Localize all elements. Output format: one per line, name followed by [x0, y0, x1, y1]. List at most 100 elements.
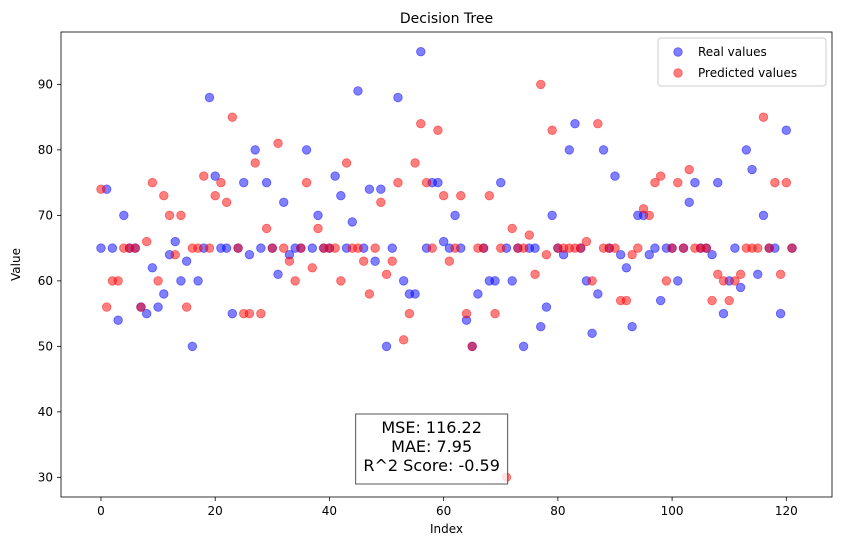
data-point	[164, 210, 175, 221]
data-point	[438, 191, 449, 201]
data-point	[718, 276, 729, 286]
data-point	[130, 243, 140, 253]
data-point	[170, 249, 180, 260]
data-point	[170, 236, 180, 247]
plot-frame	[60, 31, 833, 498]
data-point	[239, 177, 249, 188]
data-point	[307, 263, 317, 273]
data-point	[221, 243, 232, 253]
data-point	[330, 243, 340, 253]
y-tick-label: 30	[38, 470, 53, 484]
data-point	[564, 145, 574, 155]
data-point	[518, 243, 529, 253]
data-point	[193, 243, 203, 253]
data-point	[473, 289, 483, 299]
data-point	[341, 158, 352, 168]
data-point	[621, 295, 632, 306]
data-point	[433, 177, 443, 188]
data-point	[113, 315, 123, 325]
data-point	[261, 177, 272, 188]
data-point	[193, 276, 203, 286]
x-tick-label: 20	[208, 504, 223, 518]
data-point	[313, 210, 323, 221]
x-tick-label: 120	[775, 504, 798, 518]
data-point	[279, 243, 289, 253]
data-point	[376, 197, 386, 207]
data-point	[216, 177, 226, 188]
data-point	[587, 276, 597, 286]
data-point	[518, 341, 529, 352]
data-point	[210, 171, 220, 181]
data-point	[587, 328, 597, 338]
data-point	[450, 243, 460, 253]
data-point	[147, 177, 158, 188]
data-point	[633, 243, 643, 253]
data-point	[410, 158, 420, 168]
data-point	[336, 276, 346, 286]
data-point	[496, 243, 506, 253]
data-point	[261, 223, 272, 234]
data-point	[701, 243, 712, 253]
data-point	[547, 210, 557, 221]
data-point	[387, 256, 397, 266]
data-point	[753, 269, 763, 280]
data-point	[610, 171, 620, 181]
data-point	[735, 269, 746, 280]
data-point	[524, 230, 535, 240]
data-point	[119, 210, 129, 221]
data-point	[181, 302, 192, 312]
data-point	[581, 236, 592, 247]
data-point	[210, 191, 220, 201]
data-point	[101, 302, 112, 312]
x-tick-label: 40	[322, 504, 337, 518]
data-point	[690, 177, 700, 188]
data-point	[707, 295, 717, 306]
data-point	[667, 243, 677, 253]
data-point	[490, 308, 500, 319]
data-point	[358, 256, 369, 266]
data-point	[393, 92, 403, 103]
legend-label: Predicted values	[698, 66, 797, 80]
x-tick-label: 0	[97, 504, 105, 518]
data-point	[96, 243, 106, 253]
data-point	[478, 243, 489, 253]
data-point	[627, 322, 637, 332]
data-point	[267, 243, 278, 253]
data-point	[444, 256, 455, 266]
data-point	[353, 86, 363, 96]
data-point	[221, 197, 232, 207]
data-point	[416, 118, 426, 129]
data-point	[398, 276, 409, 286]
data-point	[141, 236, 152, 247]
data-point	[199, 171, 209, 181]
data-point	[313, 223, 323, 234]
x-tick-label: 80	[550, 504, 565, 518]
data-point	[176, 210, 186, 221]
metric-line: MSE: 116.22	[381, 418, 482, 437]
data-point	[530, 243, 540, 253]
data-point	[650, 177, 660, 188]
metric-line: R^2 Score: -0.59	[363, 456, 499, 475]
data-point	[153, 302, 163, 312]
data-point	[227, 308, 238, 319]
data-point	[284, 256, 295, 266]
y-tick-label: 90	[38, 77, 53, 91]
y-tick-label: 80	[38, 143, 53, 157]
data-point	[307, 243, 317, 253]
data-point	[775, 308, 786, 319]
data-point	[176, 276, 186, 286]
legend-box	[657, 37, 827, 87]
y-axis-label: Value	[9, 248, 23, 281]
data-point	[684, 164, 694, 175]
data-point	[370, 243, 380, 253]
x-tick-label: 100	[661, 504, 684, 518]
data-point	[398, 335, 409, 345]
data-point	[113, 276, 123, 286]
data-point	[593, 289, 603, 299]
data-point	[541, 249, 552, 260]
legend-label: Real values	[698, 45, 767, 59]
series-predicted	[96, 79, 797, 483]
data-point	[244, 249, 255, 260]
data-point	[781, 177, 792, 188]
